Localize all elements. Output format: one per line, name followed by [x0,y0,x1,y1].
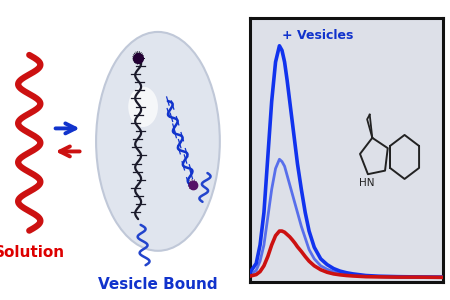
Ellipse shape [96,32,220,251]
Ellipse shape [128,87,158,127]
Text: Solution: Solution [0,245,65,260]
Text: Vesicle Bound: Vesicle Bound [98,277,218,292]
Text: + Vesicles: + Vesicles [282,29,353,42]
Text: HN: HN [360,178,375,188]
